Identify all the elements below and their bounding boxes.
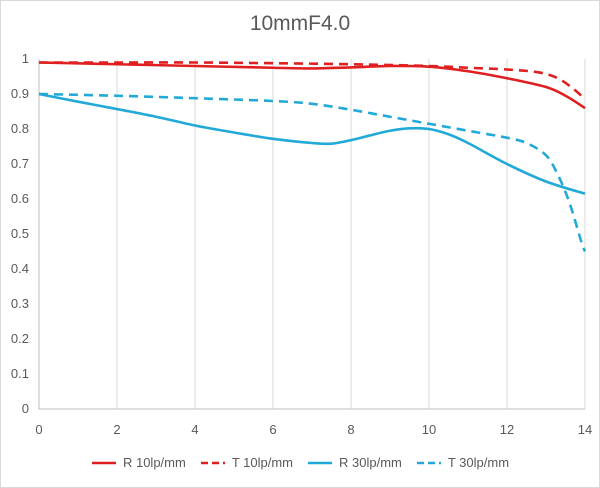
series-line-r-30lp-mm xyxy=(38,92,586,195)
y-tick-label: 0.8 xyxy=(11,121,29,136)
legend-swatch xyxy=(200,461,225,464)
x-tick-label: 14 xyxy=(578,422,592,437)
x-tick-label: 0 xyxy=(35,422,42,437)
legend-label: R 10lp/mm xyxy=(122,455,186,470)
y-tick-label: 0.6 xyxy=(11,191,29,206)
y-tick-label: 1 xyxy=(22,51,29,66)
series-line-r-10lp-mm xyxy=(38,61,586,110)
y-tick-label: 0.4 xyxy=(11,261,29,276)
legend-item: T 30lp/mm xyxy=(416,455,509,470)
series-line-t-10lp-mm xyxy=(38,61,586,101)
y-tick-label: 0.9 xyxy=(11,86,29,101)
legend-swatch xyxy=(91,461,116,464)
legend-label: T 10lp/mm xyxy=(231,455,293,470)
x-tick-label: 10 xyxy=(422,422,436,437)
chart-title: 10mmF4.0 xyxy=(249,12,351,35)
x-tick-label: 12 xyxy=(500,422,514,437)
legend-label: R 30lp/mm xyxy=(339,455,402,470)
y-tick-label: 0.1 xyxy=(11,366,29,381)
legend-swatch xyxy=(308,461,332,464)
y-tick-label: 0.5 xyxy=(11,226,29,241)
legend-item: T 10lp/mm xyxy=(200,455,293,470)
series-line-t-30lp-mm xyxy=(38,92,587,252)
x-tick-label: 8 xyxy=(347,422,354,437)
y-tick-label: 0.3 xyxy=(11,296,29,311)
legend-item: R 10lp/mm xyxy=(91,455,186,470)
legend-label: T 30lp/mm xyxy=(447,455,510,470)
y-tick-label: 0.2 xyxy=(11,331,29,346)
x-tick-label: 6 xyxy=(269,422,276,437)
legend-swatch xyxy=(416,461,441,464)
chart-legend: R 10lp/mm T 10lp/mm R 30lp/mm T 30lp/mm xyxy=(0,455,600,470)
x-tick-label: 4 xyxy=(191,422,198,437)
legend-item: R 30lp/mm xyxy=(307,455,402,470)
y-tick-label: 0.7 xyxy=(11,156,29,171)
x-tick-label: 2 xyxy=(113,422,120,437)
y-tick-label: 0 xyxy=(22,401,29,416)
